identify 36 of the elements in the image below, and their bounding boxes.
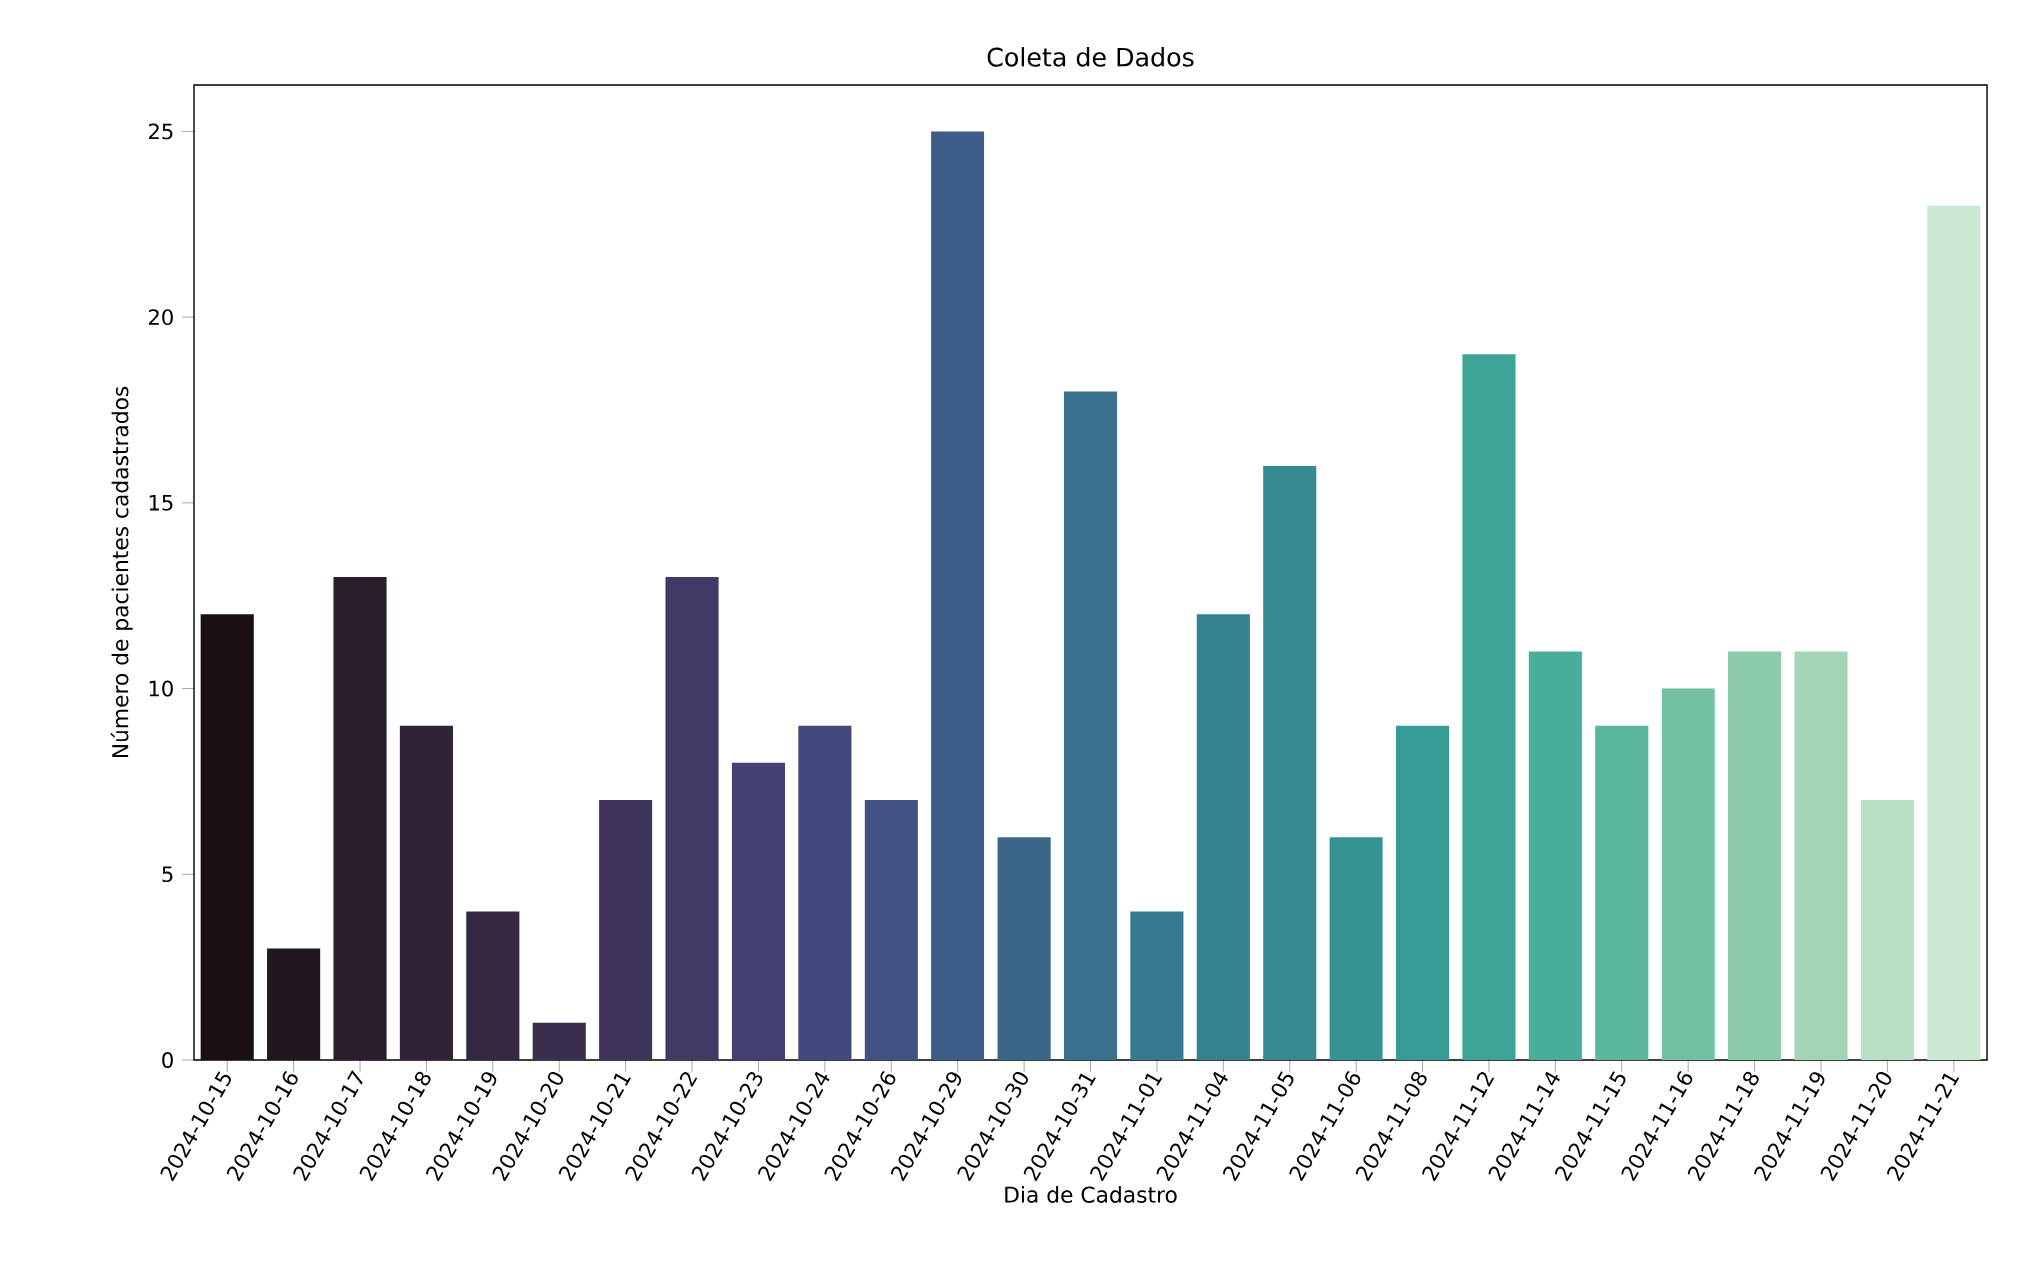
bar bbox=[466, 911, 520, 1060]
bar bbox=[1196, 614, 1250, 1060]
bar bbox=[665, 577, 719, 1060]
bar bbox=[1063, 391, 1118, 1060]
y-axis-title: Número de pacientes cadastrados bbox=[110, 386, 133, 758]
bar bbox=[1595, 725, 1649, 1060]
bar bbox=[997, 837, 1051, 1060]
bar bbox=[1329, 837, 1383, 1060]
chart-title: Coleta de Dados bbox=[987, 47, 1194, 67]
bar bbox=[931, 131, 985, 1060]
y-tick-label: 0 bbox=[162, 1052, 173, 1068]
x-axis-title: Dia de Cadastro bbox=[1005, 1186, 1177, 1203]
y-tick-label: 15 bbox=[149, 495, 173, 511]
bar bbox=[1130, 911, 1184, 1060]
bar bbox=[200, 614, 254, 1060]
bar bbox=[1728, 651, 1782, 1060]
bar bbox=[1927, 205, 1981, 1060]
bar bbox=[1661, 688, 1715, 1060]
y-tick-label: 5 bbox=[162, 866, 173, 883]
y-tick-label: 10 bbox=[149, 680, 173, 697]
bar bbox=[798, 725, 852, 1060]
bar bbox=[532, 1022, 586, 1060]
bar bbox=[1528, 651, 1582, 1060]
bar bbox=[1794, 651, 1848, 1060]
bar bbox=[333, 577, 387, 1060]
y-tick-label: 25 bbox=[148, 123, 173, 140]
bar bbox=[1263, 465, 1317, 1060]
bar bbox=[399, 725, 453, 1060]
bar bbox=[599, 799, 653, 1060]
bar bbox=[1860, 799, 1914, 1060]
bar bbox=[267, 948, 321, 1060]
bar bbox=[864, 799, 918, 1060]
y-tick-label: 20 bbox=[148, 309, 173, 326]
bar bbox=[1462, 354, 1516, 1060]
bar bbox=[1395, 725, 1450, 1060]
bar bbox=[731, 762, 786, 1060]
